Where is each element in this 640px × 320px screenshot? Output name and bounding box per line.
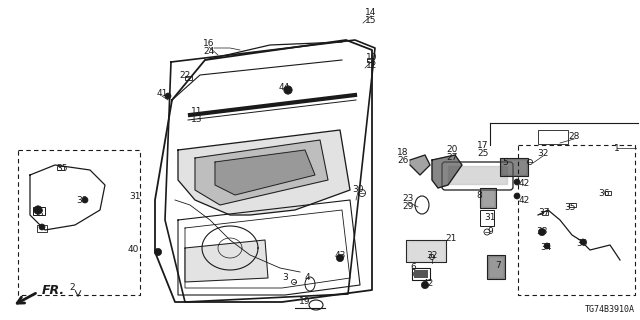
Text: 26: 26 (397, 156, 409, 164)
Bar (56, 166, 63, 170)
Bar (37, 225, 47, 232)
Circle shape (34, 206, 42, 214)
Bar (184, 76, 191, 80)
Polygon shape (501, 159, 527, 175)
Text: 19: 19 (300, 298, 311, 307)
Text: 27: 27 (446, 153, 458, 162)
Circle shape (514, 179, 520, 185)
Text: 40: 40 (127, 244, 139, 253)
Polygon shape (185, 240, 268, 282)
Text: 32: 32 (426, 252, 438, 260)
Circle shape (580, 239, 586, 245)
Polygon shape (410, 155, 430, 175)
Text: 24: 24 (204, 46, 214, 55)
Text: 5: 5 (502, 157, 508, 166)
Circle shape (538, 228, 545, 236)
Text: 41: 41 (156, 89, 168, 98)
Bar (480, 188, 496, 208)
Text: 38: 38 (32, 209, 44, 218)
Text: 29: 29 (403, 202, 413, 211)
Text: 39: 39 (76, 196, 88, 204)
Polygon shape (407, 241, 445, 261)
Text: 17: 17 (477, 140, 489, 149)
Text: 22: 22 (179, 70, 191, 79)
Text: 6: 6 (410, 263, 416, 273)
Bar (480, 210, 494, 226)
Circle shape (284, 86, 292, 94)
Polygon shape (215, 150, 315, 195)
Text: 39: 39 (576, 238, 588, 247)
Circle shape (165, 93, 171, 99)
Bar (542, 211, 548, 215)
Text: 31: 31 (129, 191, 141, 201)
Polygon shape (195, 140, 328, 205)
Bar (500, 158, 528, 176)
Text: 33: 33 (536, 227, 548, 236)
Text: 3: 3 (282, 274, 288, 283)
Circle shape (421, 281, 429, 289)
Text: 1: 1 (614, 143, 620, 153)
Circle shape (39, 224, 45, 230)
Text: 10: 10 (366, 52, 378, 61)
Text: 11: 11 (191, 107, 203, 116)
Text: FR.: FR. (42, 284, 65, 298)
Bar (412, 268, 430, 280)
Text: 35: 35 (564, 203, 576, 212)
Text: 43: 43 (334, 252, 346, 260)
Text: 30: 30 (352, 185, 364, 194)
Polygon shape (432, 155, 462, 188)
Circle shape (82, 197, 88, 203)
Bar (414, 270, 428, 278)
Bar (367, 58, 373, 62)
Text: 34: 34 (540, 243, 552, 252)
Bar (487, 255, 505, 279)
Polygon shape (178, 130, 350, 215)
Text: 21: 21 (445, 234, 457, 243)
Polygon shape (488, 256, 504, 278)
Text: 23: 23 (403, 194, 413, 203)
Text: 16: 16 (204, 38, 215, 47)
Text: 4: 4 (304, 274, 310, 283)
Circle shape (544, 243, 550, 249)
Text: 42: 42 (422, 279, 434, 289)
Text: 44: 44 (278, 83, 290, 92)
Text: 13: 13 (191, 115, 203, 124)
Text: 28: 28 (568, 132, 580, 140)
Text: TG74B3910A: TG74B3910A (585, 305, 635, 314)
Bar (33, 207, 45, 215)
Text: 14: 14 (365, 7, 377, 17)
Circle shape (154, 248, 162, 256)
Polygon shape (448, 166, 507, 184)
Text: 20: 20 (446, 145, 458, 154)
Text: 25: 25 (477, 148, 489, 157)
Text: 36: 36 (598, 188, 610, 197)
Text: 37: 37 (538, 207, 550, 217)
Text: 12: 12 (366, 60, 378, 69)
Text: 8: 8 (476, 190, 482, 199)
Text: 35: 35 (56, 164, 68, 172)
Text: 31: 31 (484, 212, 496, 221)
Text: 2: 2 (69, 283, 75, 292)
Text: 9: 9 (487, 227, 493, 236)
Text: 42: 42 (518, 179, 530, 188)
Bar (406, 240, 446, 262)
Circle shape (337, 254, 344, 262)
Polygon shape (481, 189, 495, 207)
Text: 15: 15 (365, 15, 377, 25)
Text: 42: 42 (518, 196, 530, 204)
Bar (605, 191, 611, 195)
Bar (568, 203, 575, 207)
Text: 32: 32 (538, 148, 548, 157)
Circle shape (514, 193, 520, 199)
Bar (538, 130, 568, 144)
Text: 7: 7 (495, 260, 501, 269)
Text: 18: 18 (397, 148, 409, 156)
